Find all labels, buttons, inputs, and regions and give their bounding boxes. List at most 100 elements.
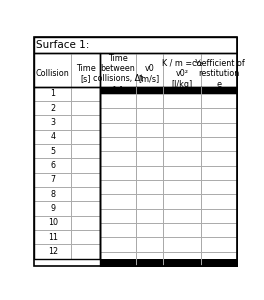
- Bar: [100, 151, 136, 166]
- Bar: [72, 244, 100, 259]
- Bar: [34, 87, 72, 101]
- Bar: [100, 251, 136, 266]
- Bar: [72, 173, 100, 187]
- Bar: [100, 180, 136, 194]
- Bar: [34, 130, 72, 144]
- Bar: [100, 180, 136, 194]
- Bar: [34, 201, 72, 216]
- Bar: [136, 52, 163, 87]
- Bar: [100, 108, 136, 123]
- Bar: [34, 144, 72, 158]
- Bar: [163, 180, 201, 194]
- Bar: [72, 230, 100, 244]
- Bar: [34, 37, 237, 52]
- Bar: [72, 101, 100, 116]
- Bar: [201, 237, 237, 251]
- Bar: [201, 223, 237, 237]
- Text: 11: 11: [48, 233, 58, 242]
- Bar: [100, 208, 136, 223]
- Bar: [34, 173, 72, 187]
- Bar: [100, 151, 136, 166]
- Bar: [100, 137, 136, 151]
- Bar: [163, 52, 201, 87]
- Bar: [72, 158, 100, 173]
- Text: 5: 5: [50, 147, 55, 156]
- Bar: [72, 201, 100, 216]
- Bar: [34, 230, 72, 244]
- Bar: [72, 216, 100, 230]
- Bar: [72, 52, 100, 87]
- Bar: [201, 259, 237, 266]
- Bar: [34, 52, 100, 87]
- Bar: [72, 130, 100, 144]
- Bar: [163, 194, 201, 208]
- Bar: [136, 259, 163, 266]
- Bar: [34, 216, 72, 230]
- Bar: [163, 123, 201, 137]
- Bar: [163, 237, 201, 251]
- Bar: [72, 144, 100, 158]
- Bar: [201, 137, 237, 151]
- Bar: [100, 87, 136, 94]
- Bar: [72, 116, 100, 130]
- Bar: [34, 201, 72, 216]
- Bar: [136, 123, 163, 137]
- Bar: [136, 251, 163, 266]
- Bar: [100, 166, 136, 180]
- Bar: [34, 101, 72, 116]
- Text: K / m = ½
v0²
[J/kg]: K / m = ½ v0² [J/kg]: [162, 59, 202, 89]
- Bar: [163, 208, 201, 223]
- Bar: [201, 237, 237, 251]
- Bar: [136, 180, 163, 194]
- Bar: [34, 216, 72, 230]
- Text: coefficient of
restitution
e: coefficient of restitution e: [192, 59, 245, 89]
- Bar: [163, 251, 201, 266]
- Text: 1: 1: [50, 89, 55, 98]
- Text: v0
[m/s]: v0 [m/s]: [139, 64, 160, 83]
- Text: 4: 4: [50, 132, 55, 141]
- Bar: [136, 52, 163, 87]
- Bar: [34, 187, 72, 201]
- Text: 10: 10: [48, 218, 58, 227]
- Bar: [201, 180, 237, 194]
- Bar: [201, 151, 237, 166]
- Bar: [34, 87, 100, 259]
- Bar: [100, 194, 136, 208]
- Bar: [34, 52, 72, 87]
- Bar: [201, 94, 237, 108]
- Bar: [163, 194, 201, 208]
- Bar: [72, 230, 100, 244]
- Bar: [100, 108, 136, 123]
- Bar: [136, 194, 163, 208]
- Bar: [100, 194, 136, 208]
- Bar: [72, 101, 100, 116]
- Bar: [201, 208, 237, 223]
- Bar: [72, 216, 100, 230]
- Bar: [34, 173, 72, 187]
- Bar: [201, 123, 237, 137]
- Bar: [163, 94, 201, 108]
- Bar: [100, 223, 136, 237]
- Bar: [100, 52, 237, 87]
- Bar: [136, 208, 163, 223]
- Bar: [163, 259, 201, 266]
- Bar: [201, 251, 237, 266]
- Bar: [136, 94, 163, 108]
- Bar: [34, 37, 237, 52]
- Bar: [72, 158, 100, 173]
- Bar: [72, 87, 100, 101]
- Bar: [201, 137, 237, 151]
- Bar: [163, 52, 201, 87]
- Bar: [72, 130, 100, 144]
- Bar: [163, 94, 201, 108]
- Bar: [34, 130, 72, 144]
- Bar: [100, 94, 136, 108]
- Text: 12: 12: [48, 247, 58, 256]
- Bar: [100, 52, 136, 87]
- Bar: [34, 158, 72, 173]
- Bar: [34, 87, 72, 101]
- Bar: [34, 116, 72, 130]
- Bar: [163, 208, 201, 223]
- Bar: [136, 180, 163, 194]
- Bar: [100, 166, 136, 180]
